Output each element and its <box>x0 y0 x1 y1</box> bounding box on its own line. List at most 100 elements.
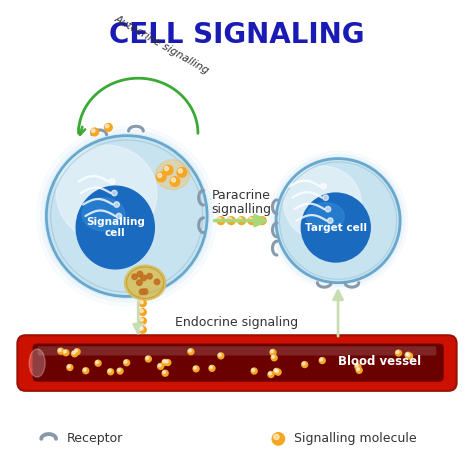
Ellipse shape <box>272 154 404 287</box>
Circle shape <box>155 172 167 182</box>
Circle shape <box>259 218 263 221</box>
Circle shape <box>158 364 161 367</box>
Circle shape <box>139 326 147 334</box>
Circle shape <box>141 275 146 281</box>
Circle shape <box>66 364 73 371</box>
Circle shape <box>94 359 102 367</box>
Circle shape <box>107 368 114 375</box>
FancyBboxPatch shape <box>37 346 437 356</box>
Circle shape <box>132 274 137 280</box>
Ellipse shape <box>125 265 166 300</box>
Circle shape <box>157 173 162 178</box>
Circle shape <box>67 365 70 368</box>
Ellipse shape <box>56 146 157 242</box>
Ellipse shape <box>274 157 402 284</box>
Circle shape <box>323 195 328 201</box>
Circle shape <box>137 280 142 285</box>
Ellipse shape <box>155 160 190 190</box>
Circle shape <box>301 361 309 368</box>
Text: Receptor: Receptor <box>67 432 123 446</box>
Circle shape <box>57 347 64 355</box>
Circle shape <box>237 216 246 225</box>
Circle shape <box>170 176 181 187</box>
Circle shape <box>218 218 221 221</box>
Circle shape <box>249 218 252 221</box>
FancyBboxPatch shape <box>18 335 456 391</box>
Ellipse shape <box>29 349 45 377</box>
Circle shape <box>406 353 409 356</box>
Circle shape <box>145 356 152 363</box>
Circle shape <box>272 356 274 358</box>
Circle shape <box>328 218 333 223</box>
Circle shape <box>82 367 90 374</box>
Circle shape <box>140 327 143 330</box>
Circle shape <box>146 356 149 359</box>
Circle shape <box>123 359 130 366</box>
Circle shape <box>194 366 196 369</box>
Circle shape <box>258 216 267 225</box>
Circle shape <box>114 202 119 207</box>
Circle shape <box>137 271 143 277</box>
Circle shape <box>276 370 279 373</box>
Circle shape <box>189 349 191 352</box>
Circle shape <box>208 365 216 372</box>
Text: CELL SIGNALING: CELL SIGNALING <box>109 20 365 48</box>
Text: Target cell: Target cell <box>305 222 367 233</box>
Circle shape <box>75 349 78 352</box>
Circle shape <box>171 178 175 182</box>
Circle shape <box>302 362 305 365</box>
Ellipse shape <box>284 166 361 240</box>
Circle shape <box>274 434 279 439</box>
Circle shape <box>406 353 413 360</box>
Circle shape <box>142 289 148 294</box>
Circle shape <box>163 164 173 175</box>
Circle shape <box>73 348 81 356</box>
Circle shape <box>396 351 399 354</box>
Circle shape <box>139 299 147 308</box>
Circle shape <box>354 363 362 370</box>
Circle shape <box>274 368 282 376</box>
Circle shape <box>140 301 143 304</box>
Circle shape <box>269 349 277 356</box>
Ellipse shape <box>307 203 345 230</box>
Circle shape <box>404 352 412 359</box>
Circle shape <box>140 310 143 312</box>
Circle shape <box>238 218 242 221</box>
Circle shape <box>147 273 152 279</box>
FancyBboxPatch shape <box>33 344 444 382</box>
Circle shape <box>320 358 323 361</box>
Circle shape <box>72 351 75 354</box>
Circle shape <box>163 360 165 363</box>
Circle shape <box>217 352 225 359</box>
Circle shape <box>62 349 70 356</box>
Circle shape <box>274 369 277 372</box>
Circle shape <box>247 216 256 225</box>
Circle shape <box>154 279 160 284</box>
Circle shape <box>64 350 66 353</box>
Circle shape <box>90 128 99 137</box>
Ellipse shape <box>46 136 207 296</box>
Text: signalling: signalling <box>211 203 272 216</box>
Circle shape <box>91 129 95 132</box>
Circle shape <box>163 371 165 374</box>
Circle shape <box>356 364 358 367</box>
Circle shape <box>273 368 280 375</box>
Circle shape <box>227 216 236 225</box>
Circle shape <box>250 367 258 374</box>
Circle shape <box>109 179 115 184</box>
Circle shape <box>96 361 99 364</box>
Circle shape <box>271 354 278 362</box>
Circle shape <box>165 360 168 363</box>
Circle shape <box>271 350 273 353</box>
Ellipse shape <box>44 133 210 299</box>
Text: Signalling molecule: Signalling molecule <box>294 432 417 446</box>
Circle shape <box>83 368 86 371</box>
Circle shape <box>356 367 363 374</box>
Circle shape <box>116 213 122 219</box>
Circle shape <box>105 124 109 128</box>
Circle shape <box>58 349 61 352</box>
Circle shape <box>117 367 124 375</box>
Ellipse shape <box>276 159 400 283</box>
Circle shape <box>319 357 326 364</box>
Circle shape <box>178 169 182 173</box>
